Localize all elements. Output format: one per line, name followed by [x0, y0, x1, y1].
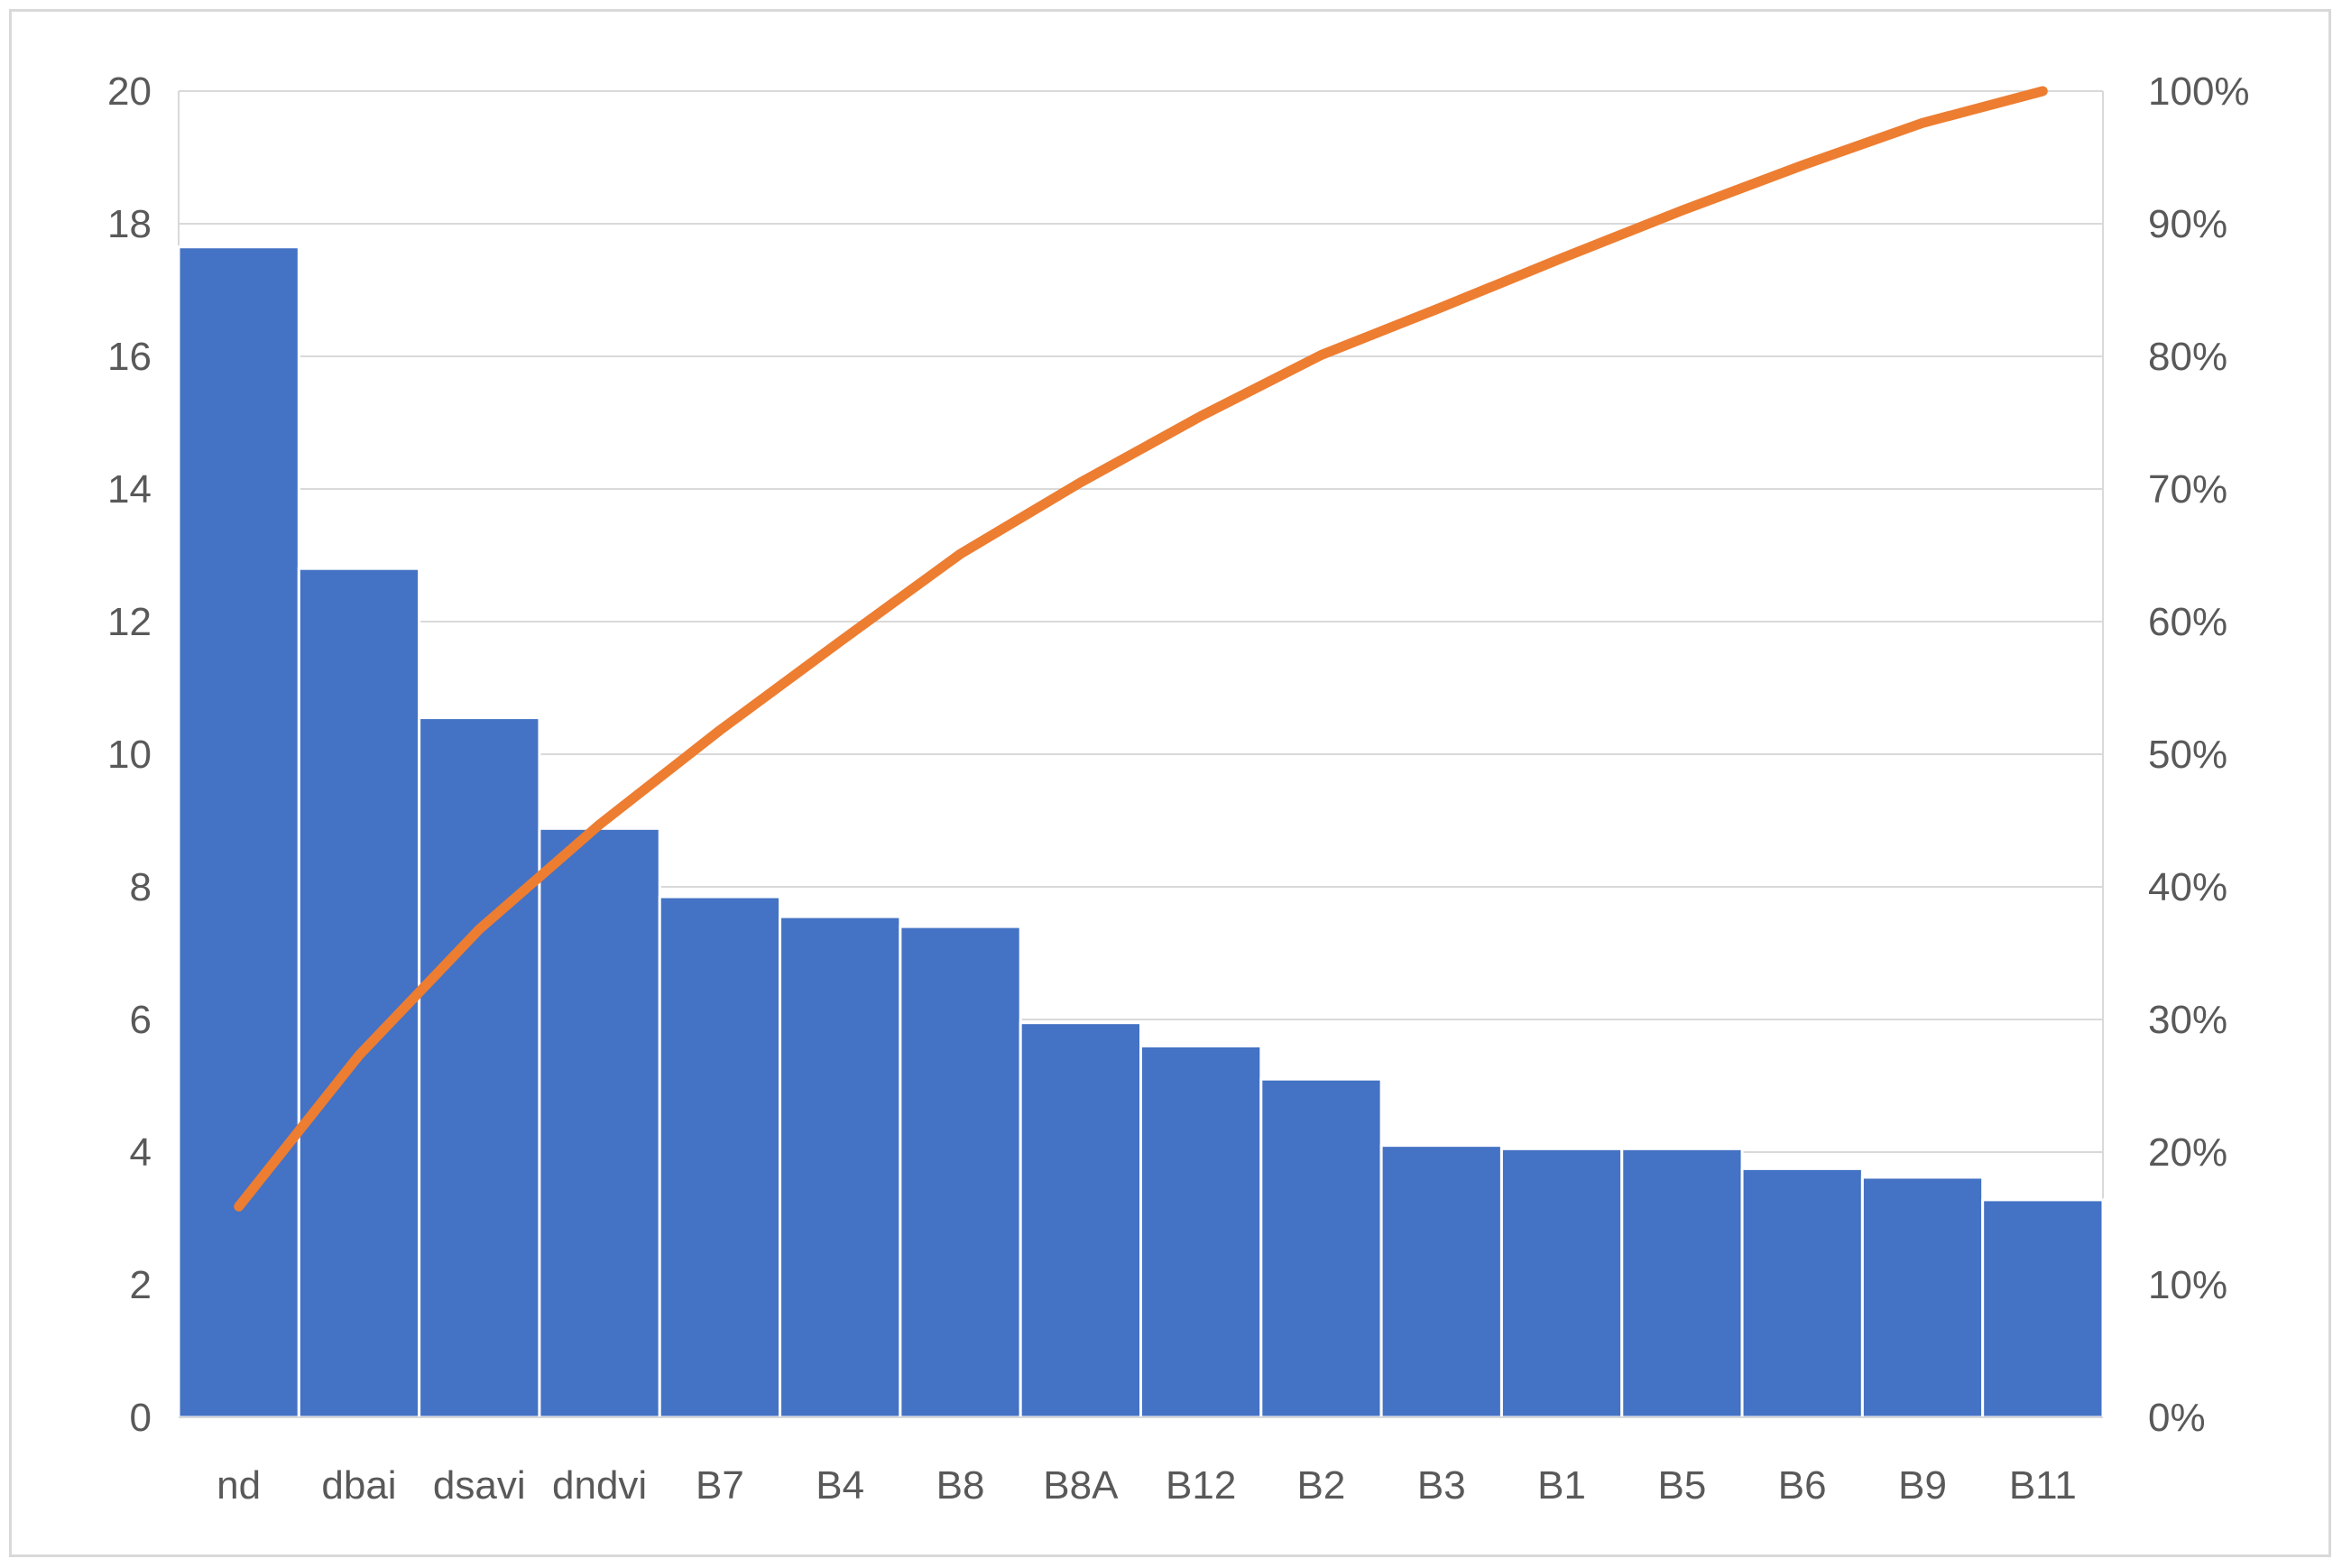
bar-dndvi — [538, 826, 661, 1419]
y-tick-label: 18 — [107, 202, 152, 246]
bar-b7 — [658, 895, 782, 1419]
y-tick-label: 0 — [130, 1396, 152, 1440]
x-tick-label: B6 — [1778, 1463, 1827, 1508]
x-tick-label: B8 — [936, 1463, 985, 1508]
bar-b1 — [1499, 1147, 1624, 1419]
cumulative-percent-line — [234, 86, 2048, 1212]
x-tick-label: B5 — [1657, 1463, 1706, 1508]
x-tick-label: B1 — [1537, 1463, 1586, 1508]
y2-tick-label: 40% — [2148, 865, 2227, 909]
x-tick-label: B3 — [1417, 1463, 1466, 1508]
y-tick-label: 4 — [130, 1130, 152, 1175]
bar-b5 — [1620, 1147, 1744, 1419]
x-tick-label: B9 — [1898, 1463, 1947, 1508]
x-tick-label: nd — [217, 1463, 261, 1508]
y2-tick-label: 50% — [2148, 733, 2227, 777]
bar-dsavi — [418, 716, 541, 1419]
x-tick-label: B4 — [816, 1463, 864, 1508]
x-tick-label: B8A — [1043, 1463, 1119, 1508]
y2-tick-label: 100% — [2148, 69, 2250, 114]
bar-b8a — [1019, 1021, 1142, 1419]
bar-nd — [177, 245, 300, 1419]
pareto-chart: 0 2 4 6 8 10 12 14 16 18 20 0% 10% 20% 30% 40% 50% 60% 70… — [107, 69, 2250, 1508]
x-tick-label: B12 — [1166, 1463, 1236, 1508]
y2-tick-label: 60% — [2148, 600, 2227, 644]
x-tick-label: B2 — [1297, 1463, 1346, 1508]
y-tick-label: 6 — [130, 998, 152, 1042]
y-axis-left: 0 2 4 6 8 10 12 14 16 18 20 — [107, 69, 152, 1440]
y-tick-label: 16 — [107, 335, 152, 379]
cumulative-line-group — [234, 86, 2048, 1212]
x-tick-label: dsavi — [433, 1463, 526, 1508]
bar-b9 — [1860, 1176, 1985, 1419]
y2-tick-label: 90% — [2148, 202, 2227, 246]
bar-b2 — [1259, 1077, 1383, 1419]
chart-frame: 0 2 4 6 8 10 12 14 16 18 20 0% 10% 20% 30% 40% 50% 60% 70… — [9, 9, 2331, 1557]
y2-tick-label: 70% — [2148, 467, 2227, 512]
x-tick-label: dndvi — [552, 1463, 647, 1508]
y2-tick-label: 10% — [2148, 1263, 2227, 1307]
y-tick-label: 20 — [107, 69, 152, 114]
y-tick-label: 10 — [107, 733, 152, 777]
x-tick-label: B7 — [696, 1463, 744, 1508]
y2-tick-label: 20% — [2148, 1130, 2227, 1175]
bar-b4 — [779, 915, 902, 1419]
y-tick-label: 12 — [107, 600, 152, 644]
y-tick-label: 2 — [130, 1263, 152, 1307]
y2-tick-label: 80% — [2148, 335, 2227, 379]
y-axis-right: 0% 10% 20% 30% 40% 50% 60% 70% 80% 90% 100% — [2148, 69, 2250, 1440]
bar-b3 — [1379, 1144, 1503, 1419]
y2-tick-label: 30% — [2148, 998, 2227, 1042]
bar-b8 — [899, 925, 1022, 1419]
y-tick-label: 8 — [130, 865, 152, 909]
y2-tick-label: 0% — [2148, 1396, 2206, 1440]
x-axis: nd dbai dsavi dndvi B7 B4 B8 B8A B12 B2 B3 B1 B5 B6 B9… — [179, 1416, 2103, 1508]
bar-b6 — [1740, 1167, 1864, 1419]
bar-b11 — [1981, 1198, 2105, 1419]
bar-b12 — [1139, 1044, 1263, 1419]
bar-dbai — [297, 567, 421, 1419]
y-tick-label: 14 — [107, 467, 152, 512]
x-tick-label: dbai — [321, 1463, 396, 1508]
x-tick-label: B11 — [2009, 1463, 2077, 1508]
bars — [177, 245, 2105, 1419]
